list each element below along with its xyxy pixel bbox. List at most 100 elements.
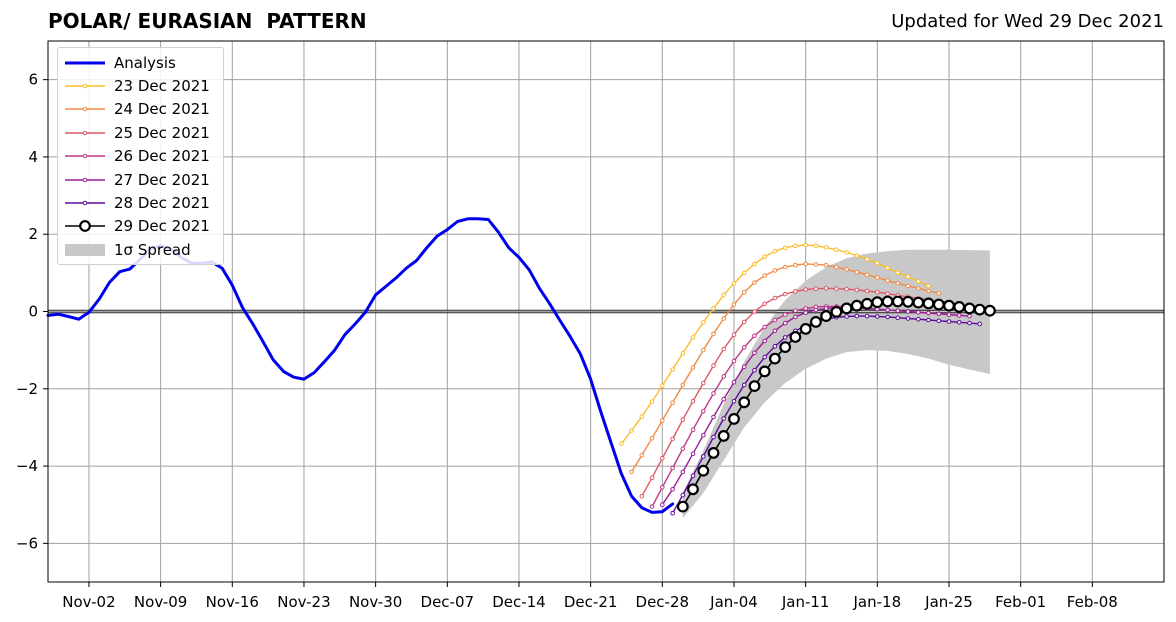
forecast-point <box>956 320 962 325</box>
forecast-point <box>803 306 809 311</box>
forecast-point <box>782 291 788 297</box>
forecast-point <box>912 296 925 309</box>
forecast-point <box>813 286 819 292</box>
y-tick-label: −2 <box>16 380 38 398</box>
forecast-point <box>752 367 757 373</box>
forecast-point <box>967 313 972 319</box>
forecast-point <box>905 283 911 289</box>
forecast-point <box>803 242 809 248</box>
spread-area <box>682 249 990 519</box>
x-tick-label: Dec-21 <box>564 593 618 611</box>
forecast-point <box>717 430 730 442</box>
x-tick-label: Dec-14 <box>492 593 546 611</box>
legend-label: 28 Dec 2021 <box>114 194 210 213</box>
x-tick-label: Jan-04 <box>709 593 758 611</box>
forecast-point <box>680 492 686 498</box>
forecast-point <box>690 473 696 479</box>
forecast-point <box>895 308 901 314</box>
legend-marker <box>79 220 91 233</box>
forecast-point <box>680 446 686 452</box>
forecast-point <box>721 396 727 402</box>
forecast-point <box>810 316 822 328</box>
forecast-point <box>687 483 699 496</box>
forecast-point <box>871 296 884 309</box>
forecast-point <box>926 283 931 289</box>
forecast-point <box>916 279 921 284</box>
forecast-point <box>772 248 778 254</box>
forecast-point <box>741 319 747 325</box>
forecast-point <box>690 427 696 433</box>
forecast-point <box>721 374 727 379</box>
forecast-point <box>711 391 716 396</box>
forecast-point <box>772 295 778 301</box>
forecast-point <box>926 310 931 316</box>
forecast-point <box>854 313 860 319</box>
x-tick-label: Nov-23 <box>277 593 330 611</box>
forecast-point <box>690 335 696 340</box>
forecast-point <box>762 254 768 259</box>
legend-label: 1σ Spread <box>114 240 191 259</box>
forecast-point <box>885 278 890 283</box>
x-tick-label: Feb-01 <box>995 593 1046 611</box>
y-tick-label: 0 <box>28 303 38 321</box>
y-tick-label: 4 <box>28 148 38 166</box>
legend-label: 23 Dec 2021 <box>114 77 210 96</box>
forecast-point <box>752 350 757 356</box>
forecast-point <box>629 469 634 475</box>
forecast-d23 <box>619 242 931 447</box>
forecast-point <box>731 302 737 307</box>
forecast-point <box>660 383 665 389</box>
y-tick-label: 6 <box>28 71 38 89</box>
forecast-point <box>973 303 986 316</box>
y-tick-label: 2 <box>28 225 38 243</box>
forecast-point <box>963 302 976 315</box>
forecast-point <box>680 417 686 423</box>
forecast-point <box>782 320 788 326</box>
forecast-point <box>834 286 839 292</box>
forecast-point <box>752 333 757 339</box>
forecast-point <box>936 291 942 296</box>
forecast-point <box>875 260 880 266</box>
forecast-point <box>649 504 655 509</box>
forecast-point <box>967 320 972 326</box>
forecast-point <box>782 245 788 250</box>
forecast-point <box>639 453 645 458</box>
forecast-point <box>885 314 890 320</box>
forecast-point <box>721 416 727 421</box>
forecast-point <box>854 287 860 293</box>
forecast-point <box>916 310 921 315</box>
forecast-point <box>701 408 706 414</box>
forecast-point <box>731 332 737 338</box>
forecast-point <box>905 316 911 321</box>
forecast-point <box>680 382 686 388</box>
forecast-point <box>711 434 716 440</box>
forecast-point <box>850 299 863 312</box>
legend-item: 1σ Spread <box>58 238 223 261</box>
legend-swatch <box>65 107 105 112</box>
forecast-point <box>803 287 809 292</box>
x-axis-ticks: Nov-02 Nov-09 Nov-16 Nov-23 Nov-30 Dec-07 Dec-… <box>62 582 1118 611</box>
forecast-point <box>932 298 945 311</box>
forecast-point <box>830 306 843 318</box>
forecast-point <box>748 380 761 393</box>
forecast-point <box>701 432 706 438</box>
forecast-point <box>905 309 911 314</box>
forecast-point <box>701 454 706 459</box>
legend-swatch <box>65 153 105 159</box>
forecast-point <box>823 245 829 250</box>
x-tick-label: Nov-30 <box>349 593 402 611</box>
y-tick-label: −4 <box>16 457 38 475</box>
forecast-point <box>875 289 880 295</box>
forecast-point <box>670 436 675 442</box>
legend-item: 26 Dec 2021 <box>58 145 223 168</box>
forecast-point <box>701 380 706 386</box>
x-tick-label: Nov-09 <box>134 593 187 611</box>
forecast-point <box>660 418 665 423</box>
forecast-point <box>844 267 849 272</box>
forecast-point <box>670 465 675 471</box>
forecast-point <box>629 428 634 433</box>
legend-swatch <box>65 83 105 89</box>
forecast-d27 <box>660 305 972 508</box>
forecast-point <box>711 414 716 420</box>
spread-band <box>682 249 990 519</box>
